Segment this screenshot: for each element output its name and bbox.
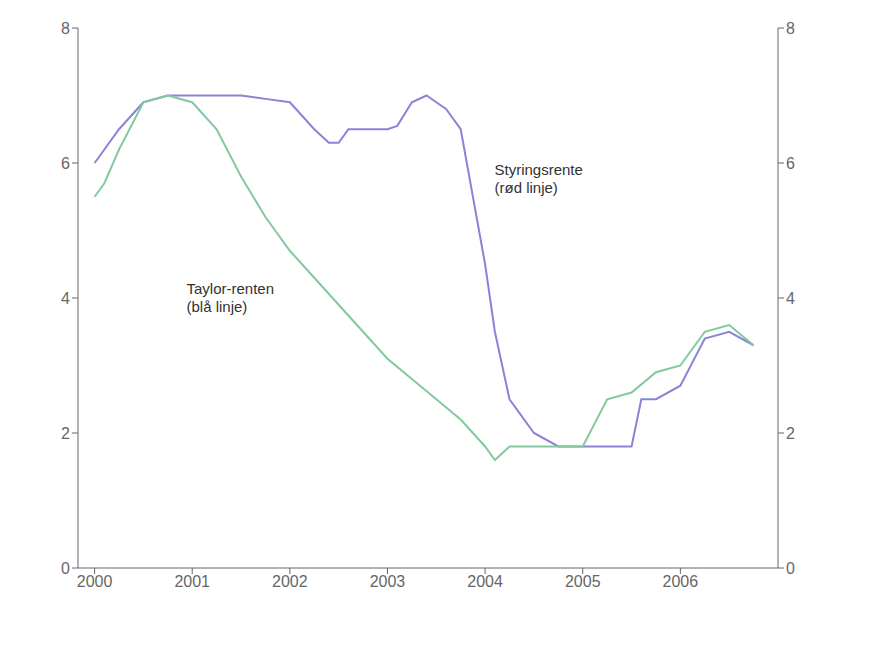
html-text:Taylor-renten (blå linje): Taylor-renten (blå linje) (186, 280, 274, 315)
svg-text:2: 2 (61, 425, 70, 442)
svg-text:6: 6 (786, 155, 795, 172)
svg-text:0: 0 (786, 560, 795, 577)
svg-text:4: 4 (786, 290, 795, 307)
svg-text:2002: 2002 (272, 573, 308, 590)
svg-text:8: 8 (786, 20, 795, 37)
svg-text:2005: 2005 (565, 573, 601, 590)
svg-text:2006: 2006 (663, 573, 699, 590)
svg-text:8: 8 (61, 20, 70, 37)
svg-text:2004: 2004 (467, 573, 503, 590)
svg-text:2000: 2000 (77, 573, 113, 590)
svg-text:2: 2 (786, 425, 795, 442)
svg-text:4: 4 (61, 290, 70, 307)
svg-text:0: 0 (61, 560, 70, 577)
svg-text:6: 6 (61, 155, 70, 172)
svg-text:2003: 2003 (370, 573, 406, 590)
svg-text:2001: 2001 (174, 573, 210, 590)
html-text:Styringsrente (rød linje): Styringsrente (rød linje) (494, 161, 583, 197)
